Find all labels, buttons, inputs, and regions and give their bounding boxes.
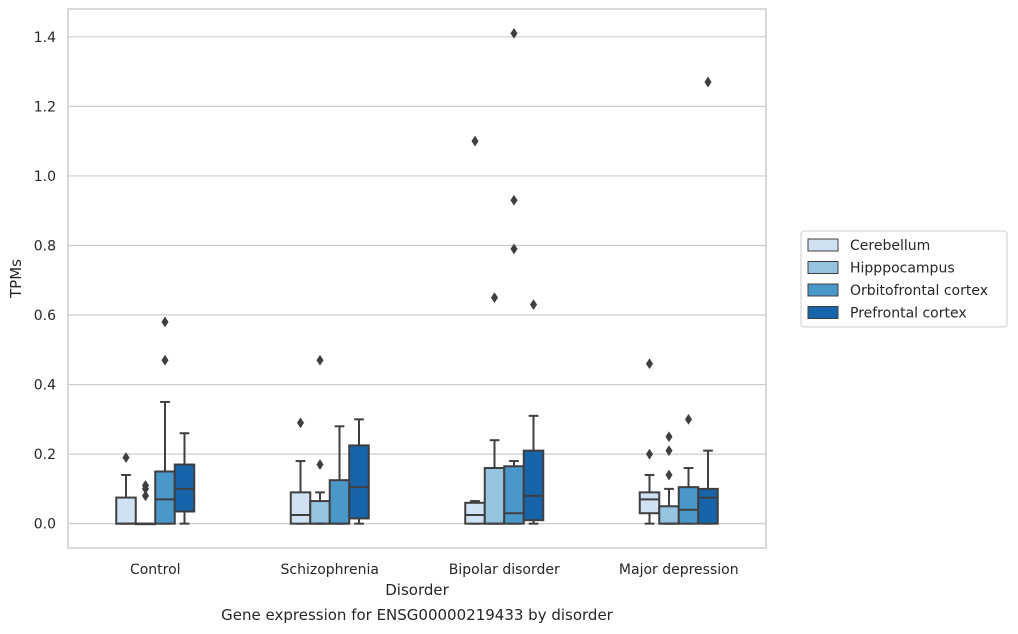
legend-label: Prefrontal cortex: [850, 306, 967, 322]
x-tick-label: Control: [130, 562, 181, 578]
legend-label: Cerebellum: [850, 238, 930, 254]
y-tick-label: 0.2: [34, 447, 56, 463]
box-body: [154, 470, 176, 525]
box-orbitofrontal-cortex: [677, 413, 700, 525]
outlier-point: [161, 316, 169, 328]
chart-caption: Gene expression for ENSG00000219433 by d…: [221, 606, 613, 624]
outlier-point: [141, 490, 150, 502]
box-prefrontal-cortex: [522, 299, 545, 525]
box-cerebellum: [289, 417, 312, 525]
box-cerebellum: [464, 135, 486, 525]
y-tick-label: 1.2: [34, 99, 56, 115]
legend-swatch: [807, 261, 839, 274]
box-orbitofrontal-cortex: [503, 27, 525, 525]
outlier-point: [490, 292, 499, 304]
x-axis-ticks: Control Schizophrenia Bipolar disorder Majo…: [130, 562, 739, 578]
x-tick-label: Bipolar disorder: [449, 562, 560, 578]
x-axis-label: Disorder: [385, 581, 449, 599]
outlier-point: [510, 27, 518, 39]
box-body: [309, 500, 331, 525]
y-tick-label: 0.6: [34, 308, 56, 324]
legend-frame: [800, 230, 1008, 328]
outlier-point: [510, 194, 518, 206]
outlier-point: [471, 135, 479, 147]
y-tick-label: 0.8: [34, 238, 56, 254]
box-body: [503, 465, 525, 525]
outlier-point: [665, 445, 673, 457]
box-body: [348, 444, 370, 520]
box-body: [483, 467, 506, 525]
box-plots: [115, 27, 719, 526]
outlier-point: [316, 459, 324, 470]
box-body: [677, 486, 700, 525]
outlier-point: [529, 299, 538, 311]
box-orbitofrontal-cortex: [328, 425, 351, 525]
legend-label: Hipppocampus: [850, 261, 955, 277]
box-prefrontal-cortex: [697, 76, 719, 525]
box-hipppocampus: [658, 431, 680, 525]
box-body: [464, 501, 486, 525]
box-hipppocampus: [309, 354, 331, 525]
box-prefrontal-cortex: [173, 432, 196, 525]
outlier-point: [684, 413, 693, 425]
box-cerebellum: [638, 358, 661, 525]
outlier-point: [510, 243, 518, 255]
box-body: [658, 505, 680, 525]
box-body: [115, 496, 137, 525]
y-tick-label: 0.0: [34, 517, 56, 533]
box-body: [289, 491, 312, 525]
box-hipppocampus: [483, 292, 506, 525]
box-prefrontal-cortex: [348, 418, 370, 525]
outlier-point: [645, 358, 654, 370]
box-body: [328, 479, 351, 525]
outlier-point: [296, 417, 305, 429]
plot-area: [67, 8, 767, 549]
outlier-point: [161, 354, 169, 366]
outlier-point: [704, 76, 712, 88]
outlier-point: [645, 448, 654, 460]
legend: Cerebellum Hipppocampus Orbitofrontal cort…: [800, 230, 1008, 328]
y-axis-label: TPMs: [7, 259, 25, 299]
legend-swatch: [807, 306, 839, 319]
outlier-point: [665, 469, 673, 481]
outlier-point: [316, 354, 324, 366]
legend-swatch: [807, 283, 839, 297]
box-body: [697, 487, 719, 525]
grid-lines: [68, 36, 766, 525]
y-tick-label: 0.4: [34, 378, 56, 394]
box-cerebellum: [115, 452, 137, 525]
box-body: [638, 491, 661, 515]
y-tick-label: 1.4: [34, 30, 56, 46]
outlier-point: [141, 479, 150, 491]
legend-label: Orbitofrontal cortex: [850, 283, 988, 299]
box-body: [522, 449, 545, 522]
box-hipppocampus: [134, 479, 157, 526]
x-tick-label: Major depression: [619, 562, 739, 578]
x-tick-label: Schizophrenia: [281, 562, 379, 578]
y-axis-ticks: 0.0 0.2 0.4 0.6 0.8 1.0 1.2 1.4: [34, 30, 56, 533]
y-tick-label: 1.0: [34, 169, 56, 185]
legend-swatch: [807, 238, 839, 252]
outlier-point: [665, 431, 673, 443]
outlier-point: [122, 452, 130, 464]
box-orbitofrontal-cortex: [154, 316, 176, 525]
